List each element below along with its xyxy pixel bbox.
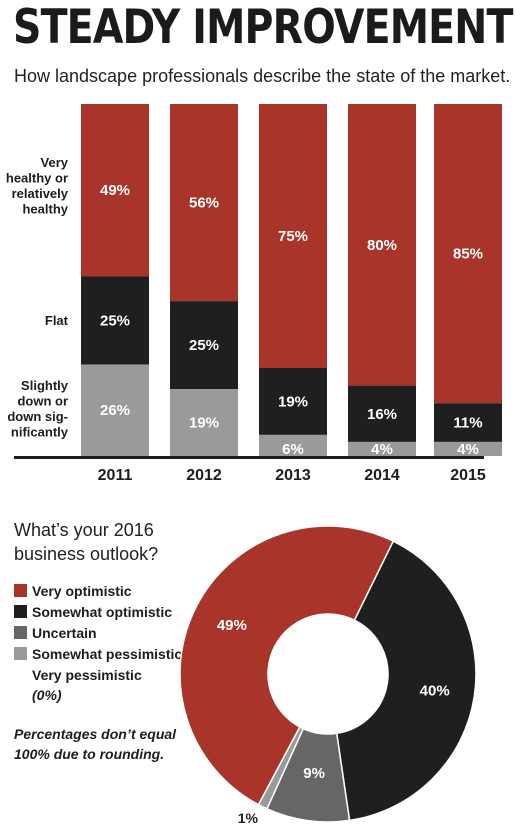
row-label-healthy-line-1: Very [41,155,69,170]
bar-segment-healthy-2012 [170,104,238,302]
x-tick-label-2015: 2015 [450,467,486,484]
legend-label-very-pessimistic: Very pessimistic [32,666,142,683]
legend-label-somewhat-optimistic: Somewhat optimistic [32,603,173,620]
legend-label-uncertain: Uncertain [32,624,97,641]
bar-segment-healthy-2013 [259,104,327,368]
bar-value-label-flat-2014: 16% [367,406,397,423]
donut-label-somewhat-optimistic: 40% [420,683,450,700]
legend-label-very-optimistic: Very optimistic [32,582,132,599]
row-label-healthy-line-3: relatively [12,186,69,201]
chart-subtitle: How landscape professionals describe the… [14,66,511,86]
bar-value-label-down-2015: 4% [457,441,479,458]
bar-value-label-down-2014: 4% [371,441,393,458]
pie-question: What’s your 2016 business outlook? [14,518,158,566]
x-tick-label-2012: 2012 [186,467,222,484]
x-tick-label-2013: 2013 [275,467,311,484]
bar-segment-flat-2014 [348,385,416,442]
row-label-healthy-line-2: healthy or [6,170,68,185]
legend-swatch-somewhat-optimistic [14,605,27,618]
chart-title: STEADY IMPROVEMENT [13,0,513,55]
bar-segment-down-2013 [259,434,327,456]
pie-legend: Very optimistic Somewhat optimistic Unce… [14,580,182,706]
footnote-line-1: Percentages don’t equal [14,726,177,742]
bar-segment-flat-2013 [259,368,327,435]
footnote: Percentages don’t equal 100% due to roun… [14,724,176,764]
footnote-line-2: 100% due to rounding. [14,746,165,762]
bar-segment-down-2015 [434,441,502,456]
legend-item-uncertain: Uncertain [14,622,182,643]
donut-label-uncertain: 9% [303,765,325,782]
bar-segment-healthy-2014 [348,104,416,386]
bar-segment-flat-2011 [81,276,149,365]
legend-item-somewhat-pessimistic: Somewhat pessimistic [14,643,182,664]
bar-value-label-flat-2011: 25% [100,312,130,329]
donut-slice-somewhat-pessimistic [257,725,305,810]
legend-swatch-somewhat-pessimistic [14,647,27,660]
legend-swatch-uncertain [14,626,27,639]
bar-value-label-flat-2012: 25% [189,337,219,354]
bar-segment-down-2011 [81,364,149,456]
bar-value-label-flat-2013: 19% [278,393,308,410]
bar-segment-healthy-2011 [81,104,149,277]
row-label-down-line-3: down sig- [7,409,68,424]
legend-label-somewhat-pessimistic: Somewhat pessimistic [32,645,183,662]
bar-value-label-healthy-2015: 85% [453,246,483,263]
row-label-down-line-4: nificantly [11,424,69,439]
row-label-down-line-2: down or [17,393,68,408]
bar-value-label-healthy-2012: 56% [189,195,219,212]
donut-slice-very-optimistic [179,525,395,806]
bar-value-label-healthy-2011: 49% [100,182,130,199]
x-tick-label-2011: 2011 [98,467,133,484]
bar-value-label-healthy-2014: 80% [367,237,397,254]
donut-label-very-optimistic: 49% [217,617,247,634]
bar-segment-flat-2015 [434,403,502,442]
pie-question-line-1: What’s your 2016 [14,520,154,540]
bar-value-label-down-2013: 6% [282,441,304,458]
bar-value-label-down-2011: 26% [100,402,130,419]
row-label-down-line-1: Slightly [21,378,69,393]
legend-swatch-very-optimistic [14,584,27,597]
legend-item-somewhat-optimistic: Somewhat optimistic [14,601,182,622]
pie-question-line-2: business outlook? [14,544,159,564]
bar-segment-down-2012 [170,389,238,456]
legend-item-very-optimistic: Very optimistic [14,580,182,601]
legend-very-pessimistic-value: (0%) [32,687,62,703]
row-label-flat-line-1: Flat [45,313,69,328]
legend-item-very-pessimistic: Very pessimistic [14,664,182,685]
x-tick-label-2014: 2014 [364,467,400,484]
bar-segment-healthy-2015 [434,104,502,404]
row-label-healthy-line-4: healthy [22,201,68,216]
donut-label-somewhat-pessimistic: 1% [238,810,259,826]
bar-value-label-healthy-2013: 75% [278,228,308,245]
bar-value-label-down-2012: 19% [189,415,219,432]
bar-value-label-flat-2015: 11% [453,415,482,432]
stacked-bar-chart: 49% 25% 26% 2011 56% 25% 19% 2012 75% 19% 6% 2013 80… [6,104,502,484]
donut-slice-somewhat-optimistic [335,540,477,822]
bar-segment-down-2014 [348,441,416,456]
bar-segment-flat-2012 [170,301,238,390]
